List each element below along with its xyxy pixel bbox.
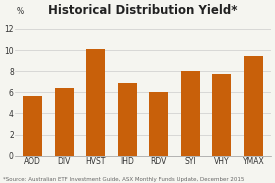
Title: Historical Distribution Yield*: Historical Distribution Yield*	[48, 4, 238, 17]
Bar	[23, 96, 42, 156]
Text: *Source: Australian ETF Investment Guide, ASX Monthly Funds Update, December 201: *Source: Australian ETF Investment Guide…	[3, 177, 244, 182]
Bar	[181, 71, 200, 156]
Bar	[55, 88, 74, 156]
Bar	[213, 74, 231, 156]
Bar	[149, 92, 168, 156]
Bar	[118, 83, 137, 156]
Bar	[86, 49, 105, 156]
Bar	[244, 56, 263, 156]
Text: %: %	[17, 7, 24, 16]
